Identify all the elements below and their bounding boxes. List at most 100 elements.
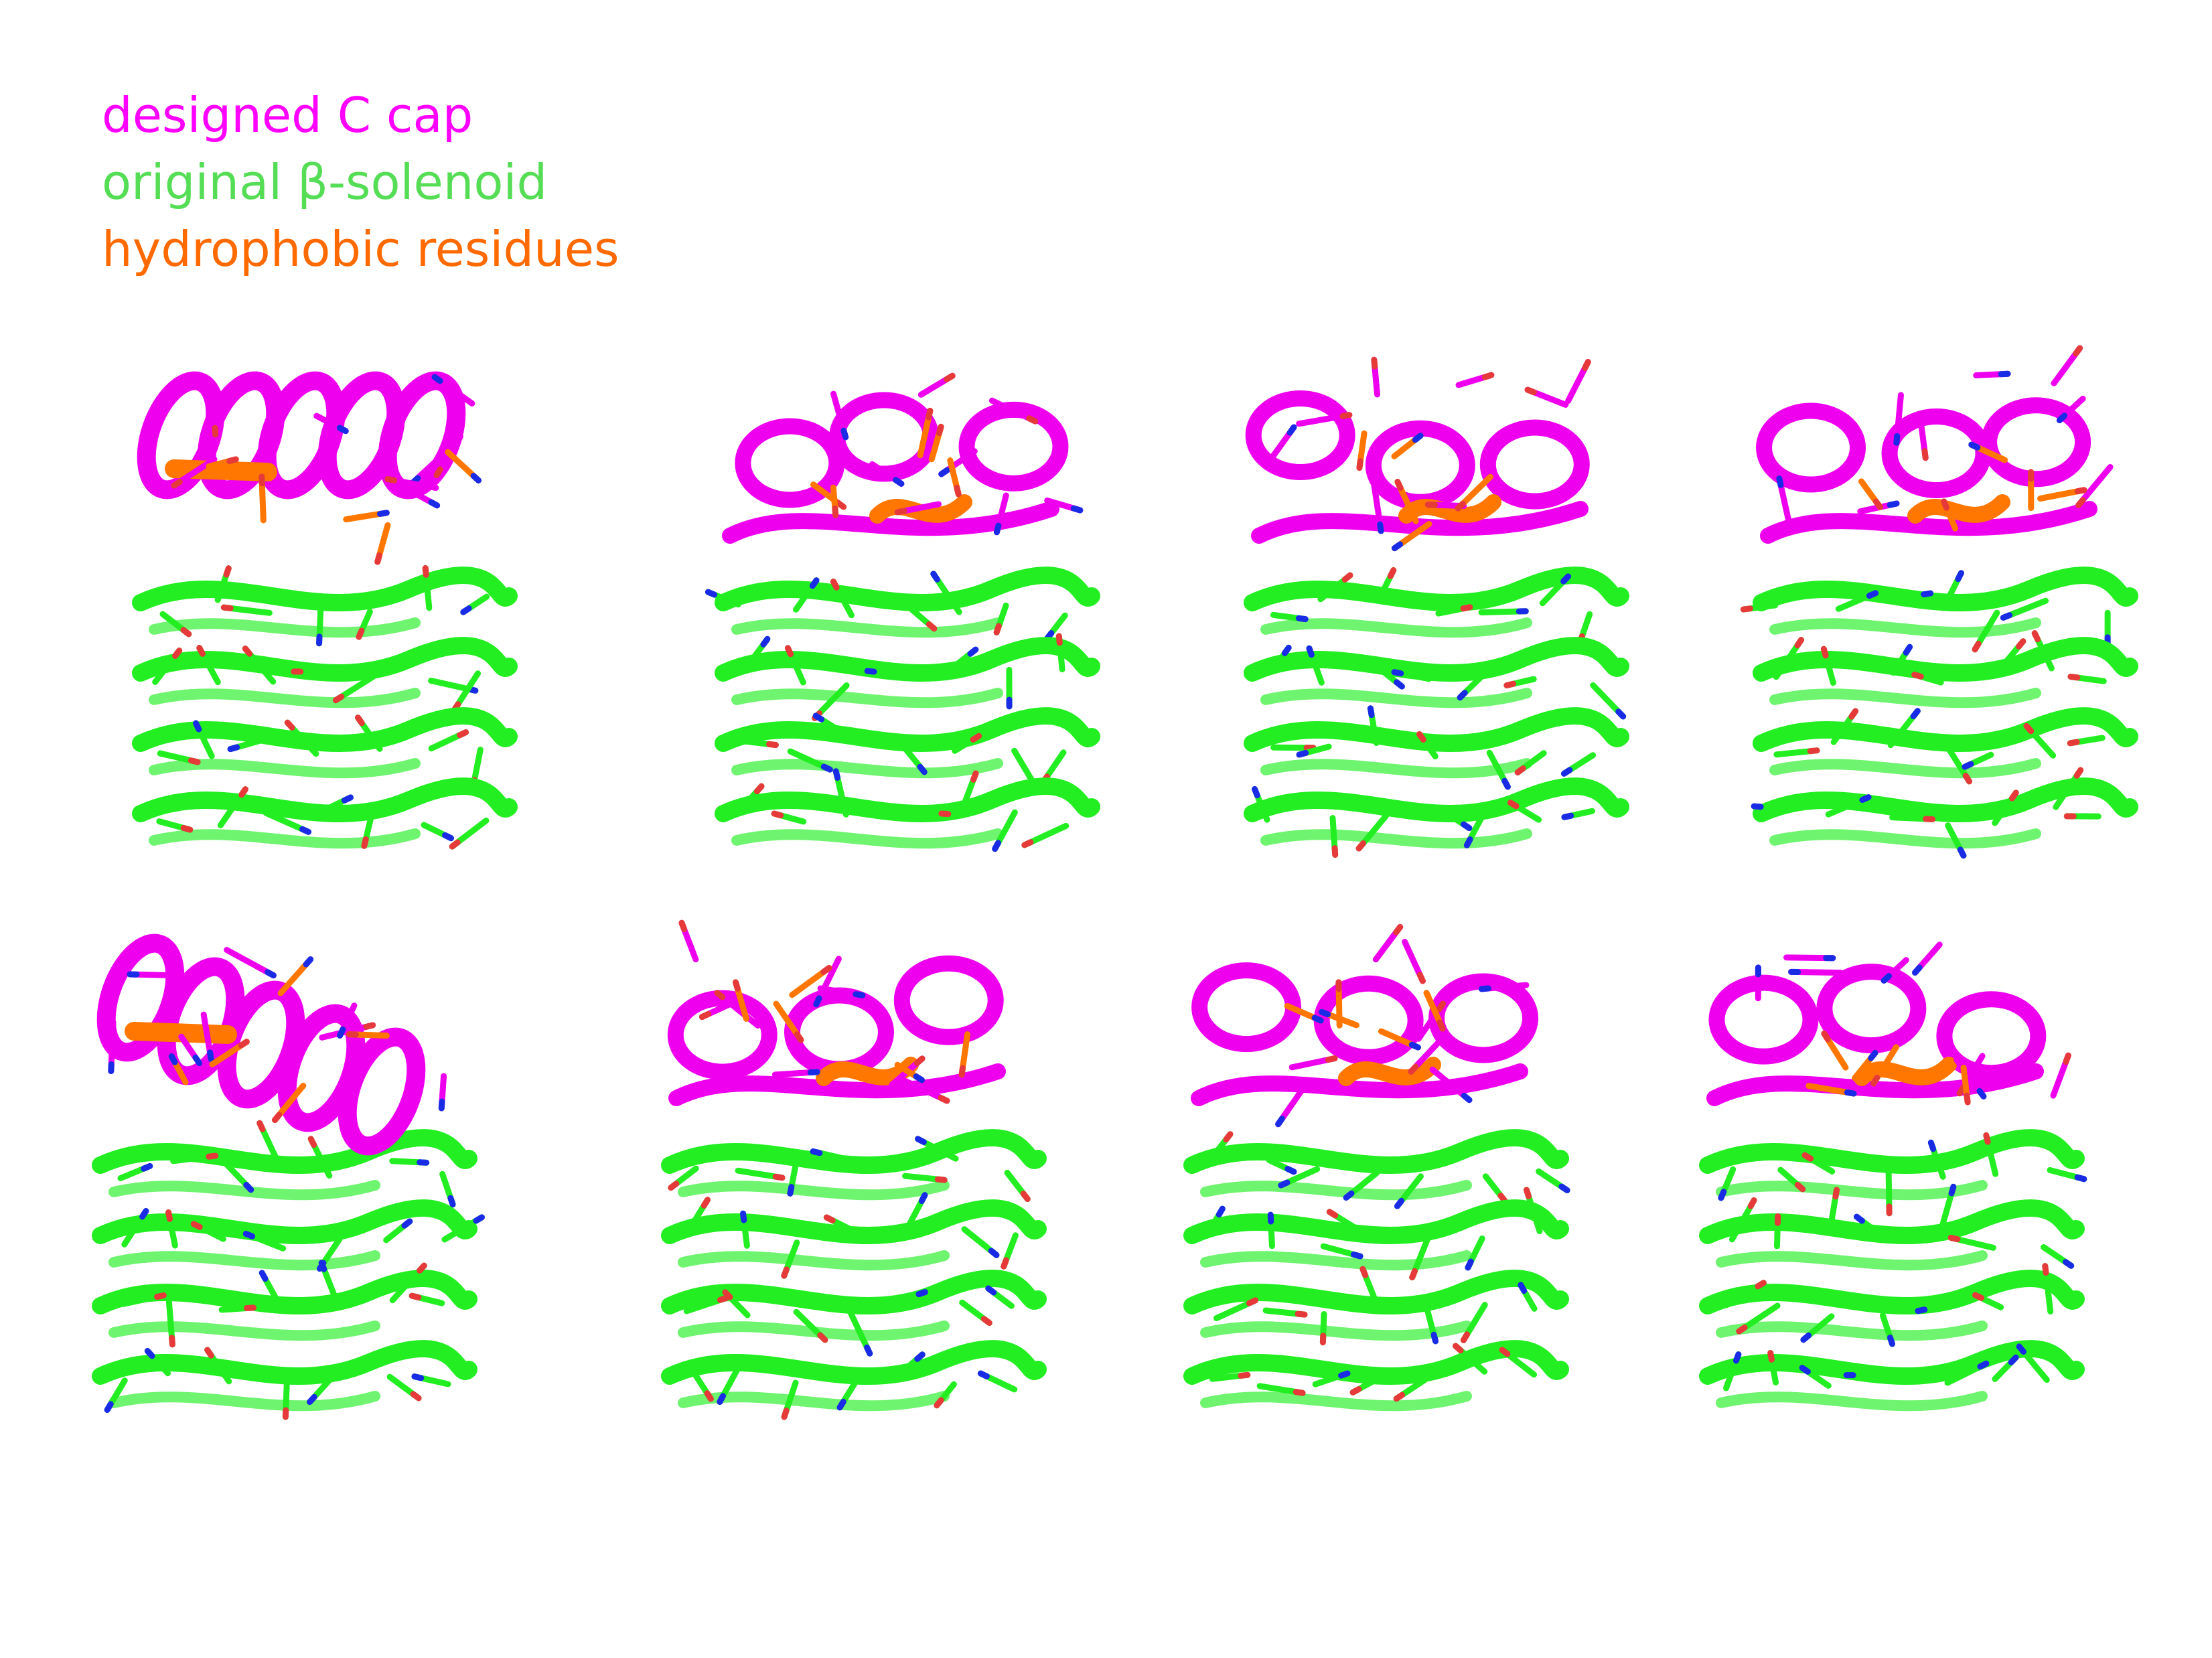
atom-tip bbox=[212, 425, 219, 438]
atom-tip bbox=[2062, 1259, 2075, 1269]
atom-tip bbox=[1021, 839, 1034, 848]
cap-coil bbox=[722, 501, 1059, 544]
solenoid-strand-back bbox=[149, 688, 421, 708]
atom-tip bbox=[154, 1292, 167, 1300]
atom-tip bbox=[1972, 640, 1982, 653]
solenoid-strand bbox=[715, 567, 1100, 611]
atom-tip bbox=[1416, 972, 1426, 984]
atom-tip bbox=[169, 1335, 175, 1348]
atom-tip bbox=[1718, 1189, 1727, 1201]
atom-tip bbox=[936, 423, 944, 437]
hydrophobic-segment bbox=[165, 459, 277, 481]
atom-tip bbox=[1478, 985, 1491, 992]
atom-tip bbox=[934, 1176, 948, 1183]
atom-tip bbox=[204, 1347, 214, 1359]
atom-tip bbox=[1393, 923, 1404, 935]
atom-tip bbox=[1582, 359, 1591, 371]
atom-tip bbox=[717, 1393, 727, 1406]
atom-tip bbox=[913, 1055, 926, 1066]
atom-tip bbox=[259, 1270, 269, 1282]
atom-tip bbox=[1377, 521, 1384, 534]
atom-tip bbox=[431, 374, 443, 384]
atom-tip bbox=[853, 991, 866, 998]
solenoid-strand bbox=[132, 637, 518, 682]
atom-tip bbox=[303, 956, 314, 968]
atom-tip bbox=[172, 648, 183, 659]
atom-tip bbox=[1252, 785, 1260, 799]
solenoid-strand-back bbox=[1200, 1321, 1472, 1341]
atom-tip bbox=[740, 1210, 747, 1223]
atom-tip bbox=[1359, 1266, 1369, 1278]
atom-tip bbox=[1887, 1334, 1896, 1347]
atom-tip bbox=[2073, 345, 2083, 357]
solenoid-strand bbox=[1753, 567, 2138, 611]
atom-tip bbox=[1799, 1365, 1811, 1375]
atom-tip bbox=[1866, 590, 1879, 599]
beta-solenoid bbox=[1740, 567, 2138, 859]
atom-tip bbox=[1286, 424, 1297, 436]
atom-tip bbox=[2067, 674, 2081, 681]
cap-loop bbox=[735, 418, 845, 508]
atom-tip bbox=[2000, 612, 2013, 621]
atom-tip bbox=[918, 1192, 928, 1205]
atom-tip bbox=[1957, 846, 1967, 859]
solenoid-strand bbox=[132, 707, 518, 752]
atom-tip bbox=[447, 1195, 456, 1208]
solenoid-strand bbox=[1699, 1270, 2085, 1314]
atom-tip bbox=[1800, 1332, 1812, 1343]
beta-solenoid bbox=[132, 564, 518, 850]
atom-tip bbox=[1349, 1386, 1362, 1396]
beta-solenoid bbox=[705, 567, 1100, 852]
hydrophobic-segment bbox=[1338, 1057, 1441, 1086]
atom-tip bbox=[1391, 541, 1404, 552]
cap-loop bbox=[1981, 397, 2091, 487]
atom-tip bbox=[1794, 637, 1805, 649]
atom-tip bbox=[449, 839, 461, 850]
atom-tip bbox=[926, 407, 934, 421]
atom-tip bbox=[1801, 1152, 1814, 1162]
atom-tip bbox=[1747, 1197, 1757, 1209]
atom-tip bbox=[864, 668, 877, 675]
atom-tip bbox=[812, 712, 825, 723]
atom-tip bbox=[1281, 644, 1292, 656]
atom-tip bbox=[1499, 1347, 1511, 1357]
atom-tip bbox=[980, 1316, 992, 1327]
solenoid-strand bbox=[1244, 707, 1629, 752]
structure-3 bbox=[1205, 335, 1674, 891]
atom-tip bbox=[1821, 1030, 1831, 1043]
atom-tip bbox=[207, 1049, 214, 1063]
solenoid-strand-back bbox=[1260, 758, 1532, 779]
atom-tip bbox=[830, 579, 840, 591]
solenoid-strand bbox=[715, 707, 1100, 752]
solenoid-strand-back bbox=[731, 758, 1003, 779]
atom-tip bbox=[1284, 1166, 1297, 1175]
solenoid-strand-back bbox=[1200, 1250, 1472, 1271]
atom-tip bbox=[223, 565, 232, 578]
atom-tip bbox=[284, 719, 295, 731]
designed-c-cap bbox=[96, 933, 447, 1156]
atom-tip bbox=[332, 693, 345, 704]
solenoid-strand bbox=[1183, 1270, 1569, 1314]
cap-loop bbox=[1245, 390, 1355, 481]
solenoid-strand bbox=[1183, 1340, 1569, 1385]
solenoid-strand-back bbox=[108, 1321, 380, 1341]
atom-tip bbox=[422, 564, 429, 578]
atom-tip bbox=[180, 627, 192, 637]
atom-tip bbox=[1306, 645, 1315, 658]
solenoid-strand bbox=[1244, 637, 1629, 682]
atom-tip bbox=[2075, 497, 2086, 508]
atom-tip bbox=[1350, 1251, 1363, 1260]
solenoid-strand bbox=[92, 1129, 477, 1174]
beta-solenoid bbox=[661, 1129, 1047, 1420]
solenoid-strand-back bbox=[1260, 617, 1532, 638]
atom-tip bbox=[376, 510, 390, 517]
atom-tip bbox=[772, 1173, 786, 1181]
atom-tip bbox=[401, 1218, 413, 1229]
designed-c-cap bbox=[1245, 356, 1591, 552]
atom-tip bbox=[1911, 672, 1924, 680]
atom-tip bbox=[1223, 1131, 1234, 1143]
atom-tip bbox=[1972, 1292, 1985, 1301]
cap-loop bbox=[1936, 991, 2047, 1081]
atom-tip bbox=[1560, 573, 1572, 585]
